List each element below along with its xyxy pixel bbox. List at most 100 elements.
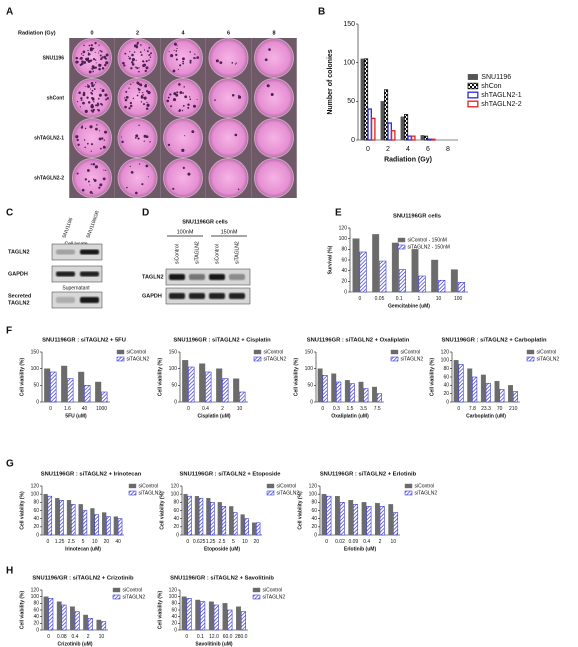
colony: [133, 51, 136, 53]
blot-label: Supernatant: [62, 285, 90, 291]
x-tick-label: 0: [46, 539, 49, 545]
bar: [44, 368, 51, 403]
bar: [383, 89, 389, 141]
bar: [59, 499, 64, 536]
y-tick-label: 80: [311, 500, 317, 506]
x-tick-label: 0.3: [333, 406, 340, 412]
bar: [61, 604, 67, 631]
panel-label: A: [6, 7, 13, 18]
bar: [78, 504, 83, 536]
bar: [222, 603, 228, 631]
x-tick-label: 1.25: [206, 539, 216, 545]
bar: [387, 122, 392, 141]
bar: [360, 58, 365, 141]
x-tick-label: 0.02: [335, 539, 345, 545]
bar: [106, 516, 111, 536]
plate: [163, 158, 203, 198]
colony: [103, 55, 107, 59]
colony: [178, 109, 181, 112]
colony: [135, 59, 137, 61]
colony: [193, 57, 196, 60]
colony: [139, 83, 143, 87]
colony: [79, 56, 83, 60]
plate: [254, 118, 294, 158]
y-tick-label: 120: [171, 483, 180, 489]
colony: [80, 126, 84, 129]
y-tick-label: 60: [33, 508, 39, 514]
colony: [103, 169, 105, 171]
column-label: 2: [136, 30, 139, 36]
bar: [427, 138, 432, 141]
colony: [91, 84, 95, 88]
y-tick-label: 20: [171, 621, 177, 627]
colony: [90, 44, 93, 47]
bar: [410, 135, 416, 141]
colony: [146, 90, 149, 93]
x-tick-label: 100: [454, 296, 463, 302]
x-tick-label: 2.5: [68, 539, 75, 545]
x-axis-label: 5FU (uM): [65, 413, 87, 419]
colony: [182, 166, 185, 169]
bar: [438, 279, 446, 293]
colony: [144, 69, 147, 73]
bar: [43, 493, 48, 536]
bar: [56, 601, 62, 631]
y-tick-label: 20: [173, 524, 179, 530]
colony: [87, 59, 91, 63]
y-tick-label: 20: [443, 391, 449, 397]
legend-swatch: [467, 91, 479, 99]
colony: [146, 101, 148, 103]
bar: [70, 606, 75, 631]
colony: [122, 61, 125, 65]
plate: [208, 78, 249, 118]
lane-label: siControl: [174, 244, 180, 264]
colony: [215, 59, 219, 63]
plate: [254, 78, 294, 118]
bar: [388, 504, 394, 536]
lane-label: SNU1196GR: [85, 210, 101, 239]
legend-label: siTAGLN2: [139, 490, 162, 496]
y-axis-label: Cell viability (%): [159, 491, 165, 530]
bar: [199, 363, 206, 403]
bar: [431, 259, 439, 293]
colony: [90, 82, 94, 85]
colony: [86, 96, 89, 99]
bar: [380, 101, 385, 141]
x-tick-label: 10: [92, 539, 98, 545]
y-tick-label: 40: [443, 383, 449, 389]
bar: [322, 375, 328, 403]
blot-membrane: [165, 287, 251, 305]
colony: [90, 105, 94, 109]
bar: [472, 376, 478, 403]
colony: [191, 130, 195, 134]
x-tick-label: 5: [232, 539, 235, 545]
x-tick-label: 0.4: [72, 634, 79, 640]
bar: [450, 269, 458, 293]
bar: [430, 138, 436, 141]
colony: [87, 52, 90, 54]
colony: [93, 97, 95, 99]
colony: [97, 97, 100, 100]
y-axis-label: Cell viability (%): [19, 357, 25, 396]
panel-label: H: [6, 566, 13, 577]
legend-label: shTAGLN2-1: [481, 92, 521, 99]
colony: [84, 85, 86, 87]
x-tick-label: 20: [254, 539, 260, 545]
colony: [143, 49, 146, 51]
chart-title: SNU1196GR : siTAGLN2 + Etoposide: [180, 472, 282, 478]
colony: [98, 93, 102, 97]
x-tick-label: 40: [115, 539, 121, 545]
legend-swatch: [467, 73, 479, 80]
plate: [117, 118, 158, 158]
colony: [189, 98, 192, 101]
x-tick-label: 0: [186, 539, 189, 545]
legend-swatch: [128, 490, 137, 496]
bar: [458, 364, 464, 403]
column-label: 0: [90, 30, 93, 36]
y-tick-label: 40: [173, 516, 179, 522]
bar: [217, 502, 222, 536]
concentration-label: 150nM: [221, 229, 238, 235]
colony: [146, 50, 149, 53]
x-tick-label: 0.1: [396, 296, 403, 302]
